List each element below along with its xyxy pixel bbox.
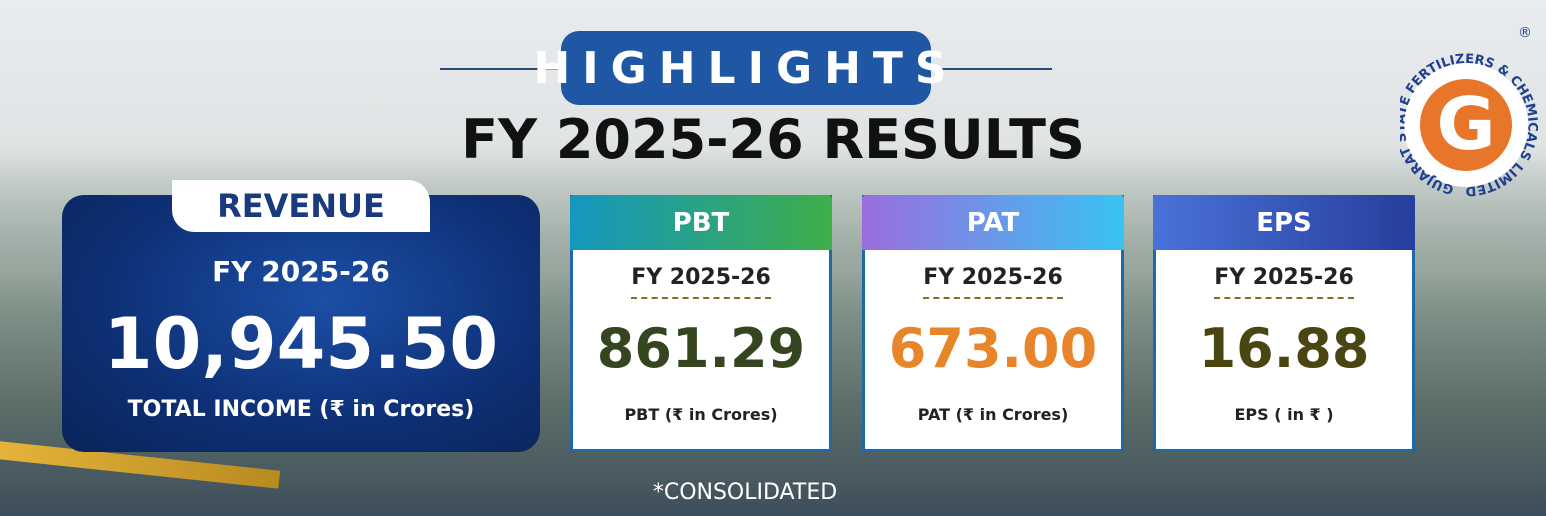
pbt-card: PBT FY 2025-26 861.29 PBT (₹ in Crores) (570, 195, 832, 452)
dashed-rule (1214, 297, 1354, 299)
revenue-period: FY 2025-26 (212, 255, 390, 288)
logo-inner (1420, 79, 1512, 171)
results-title: FY 2025-26 RESULTS (461, 108, 1085, 171)
card-header: PAT (862, 195, 1124, 250)
card-value: 16.88 (1198, 317, 1370, 380)
card-value: 861.29 (596, 317, 806, 380)
card-caption: PBT (₹ in Crores) (624, 405, 778, 424)
card-period: FY 2025-26 (631, 265, 771, 290)
dashed-rule (631, 297, 771, 299)
pat-card: PAT FY 2025-26 673.00 PAT (₹ in Crores) (862, 195, 1124, 452)
rule-left (440, 68, 565, 70)
dashed-rule (923, 297, 1063, 299)
footnote: *CONSOLIDATED (652, 480, 838, 505)
logo-registered: ® (1518, 25, 1532, 41)
highlights-badge: HIGHLIGHTS (533, 31, 947, 105)
revenue-caption: TOTAL INCOME (₹ in Crores) (127, 397, 475, 422)
card-header: PBT (570, 195, 832, 250)
revenue-label: REVENUE (172, 180, 430, 232)
card-header: EPS (1153, 195, 1415, 250)
card-period: FY 2025-26 (1214, 265, 1354, 290)
logo: GUJARAT STATE FERTILIZERS & CHEMICALS LI… (1400, 25, 1540, 198)
card-caption: EPS ( in ₹ ) (1234, 405, 1334, 424)
rule-right (928, 68, 1052, 70)
revenue-value: 10,945.50 (103, 303, 499, 385)
logo-letter: G (1436, 82, 1495, 166)
card-period: FY 2025-26 (923, 265, 1063, 290)
eps-card: EPS FY 2025-26 16.88 EPS ( in ₹ ) (1153, 195, 1415, 452)
card-value: 673.00 (888, 317, 1098, 380)
card-caption: PAT (₹ in Crores) (917, 405, 1069, 424)
revenue-card: FY 2025-26 10,945.50 TOTAL INCOME (₹ in … (62, 195, 540, 452)
